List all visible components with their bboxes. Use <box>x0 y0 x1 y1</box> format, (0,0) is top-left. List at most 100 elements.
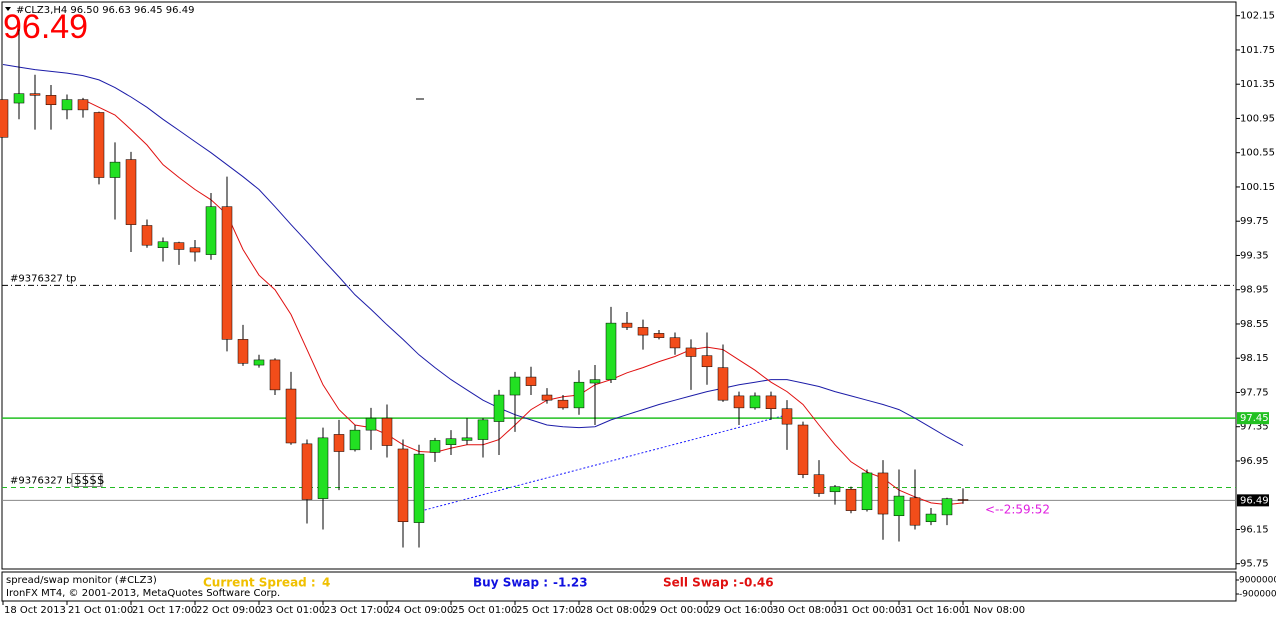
x-tick-label: 29 Oct 16:00 <box>708 605 773 616</box>
candle-body <box>93 112 105 178</box>
candle-body <box>189 247 201 253</box>
bid-label: 96.49 <box>1240 495 1269 506</box>
y-tick-label: 101.75 <box>1240 45 1275 56</box>
buy-swap-value: -1.23 <box>553 576 588 590</box>
x-tick-label: 21 Oct 01:00 <box>68 605 133 616</box>
x-tick-label: 21 Oct 17:00 <box>132 605 197 616</box>
candle-body <box>941 498 953 516</box>
candle-body <box>509 376 521 396</box>
candle-body <box>285 388 297 444</box>
indicator-title: spread/swap monitor (#CLZ3) <box>6 575 157 586</box>
marked-level-box <box>1237 412 1269 425</box>
candle-body <box>29 93 41 96</box>
candle-body <box>77 99 89 111</box>
candle-body <box>589 379 601 384</box>
x-tick-label: 31 Oct 16:00 <box>900 605 965 616</box>
x-tick-label: 30 Oct 08:00 <box>772 605 837 616</box>
indicator-frame <box>1 571 1237 602</box>
y-tick-label: 101.35 <box>1240 79 1275 90</box>
candle-body <box>413 453 425 523</box>
candle-body <box>525 376 537 386</box>
y-tick-label: 96.15 <box>1240 524 1269 535</box>
y-tick-label: 98.55 <box>1240 319 1269 330</box>
candle-body <box>893 495 905 517</box>
order-trend-line <box>416 413 791 513</box>
x-tick-label: 23 Oct 01:00 <box>260 605 325 616</box>
order-tag: $$$$ <box>74 473 105 487</box>
candle-body <box>957 499 969 501</box>
candle-body <box>845 488 857 511</box>
candle-body <box>685 347 697 357</box>
candle-body <box>141 225 153 246</box>
candle-body <box>349 429 361 451</box>
candle-body <box>317 437 329 499</box>
candle-body <box>861 472 873 511</box>
candle-body <box>829 486 841 493</box>
candle-body <box>461 437 473 441</box>
candle-body <box>61 99 73 111</box>
candle-body <box>109 161 121 178</box>
moving-average <box>2 64 964 447</box>
candle-body <box>621 322 633 328</box>
bid-box <box>1237 494 1269 507</box>
order-tag-box <box>71 473 103 488</box>
candle-body <box>717 367 729 401</box>
spread-value: 4 <box>322 576 330 590</box>
candle-body <box>813 474 825 494</box>
bar-timer: <--2:59:52 <box>985 503 1050 517</box>
candle-body <box>925 513 937 523</box>
candle-body <box>669 337 681 349</box>
candle-body <box>381 417 393 446</box>
x-tick-label: 31 Oct 00:00 <box>836 605 901 616</box>
order-level-label: #9376327 tp <box>10 273 76 284</box>
y-tick-label: 100.95 <box>1240 113 1275 124</box>
candle-body <box>749 395 761 409</box>
candle-body <box>365 417 377 431</box>
y-tick-label: 97.35 <box>1240 422 1269 433</box>
candle-body <box>333 434 345 452</box>
x-tick-label: 25 Oct 01:00 <box>452 605 517 616</box>
copyright: IronFX MT4, © 2001-2013, MetaQuotes Soft… <box>6 588 280 599</box>
spread-label: Current Spread : <box>203 576 316 590</box>
indicator-y-tick-label: -9000000 <box>1239 590 1276 600</box>
marked-level-label: 97.45 <box>1240 413 1269 424</box>
candle-body <box>0 99 9 138</box>
menu-arrow[interactable] <box>5 7 11 11</box>
candle-body <box>445 438 457 445</box>
y-tick-label: 99.75 <box>1240 216 1269 227</box>
y-tick-label: 102.15 <box>1240 11 1275 22</box>
candle-body <box>557 399 569 409</box>
sell-swap-label: Sell Swap : <box>663 576 738 590</box>
candle-body <box>797 424 809 475</box>
candle-body <box>269 359 281 391</box>
candle-body <box>253 359 265 366</box>
candle-body <box>221 206 233 340</box>
x-tick-label: 28 Oct 08:00 <box>580 605 645 616</box>
candle-body <box>877 472 889 515</box>
x-tick-label: 22 Oct 09:00 <box>196 605 261 616</box>
chart-header: #CLZ3,H4 96.50 96.63 96.45 96.49 <box>16 5 194 16</box>
candle-body <box>301 443 313 500</box>
candle-body <box>765 395 777 409</box>
candle-body <box>781 408 793 425</box>
indicator-y-tick-label: 9000000 <box>1239 576 1276 586</box>
candle-body <box>237 339 249 364</box>
y-tick-label: 98.95 <box>1240 285 1269 296</box>
x-tick-label: 25 Oct 17:00 <box>516 605 581 616</box>
last-price: 96.49 <box>3 8 88 46</box>
y-tick-label: 100.15 <box>1240 182 1275 193</box>
candle-body <box>701 355 713 368</box>
candle-body <box>637 327 649 336</box>
candle-body <box>733 395 745 409</box>
candle-body <box>125 159 137 225</box>
y-tick-label: 95.75 <box>1240 559 1269 570</box>
y-tick-label: 97.75 <box>1240 387 1269 398</box>
y-tick-label: 100.55 <box>1240 148 1275 159</box>
x-tick-label: 18 Oct 2013 <box>4 605 66 616</box>
candle-body <box>429 440 441 453</box>
candle-body <box>573 381 585 409</box>
candle-body <box>605 322 617 380</box>
candle-body <box>45 95 57 106</box>
candle-body <box>205 206 217 255</box>
